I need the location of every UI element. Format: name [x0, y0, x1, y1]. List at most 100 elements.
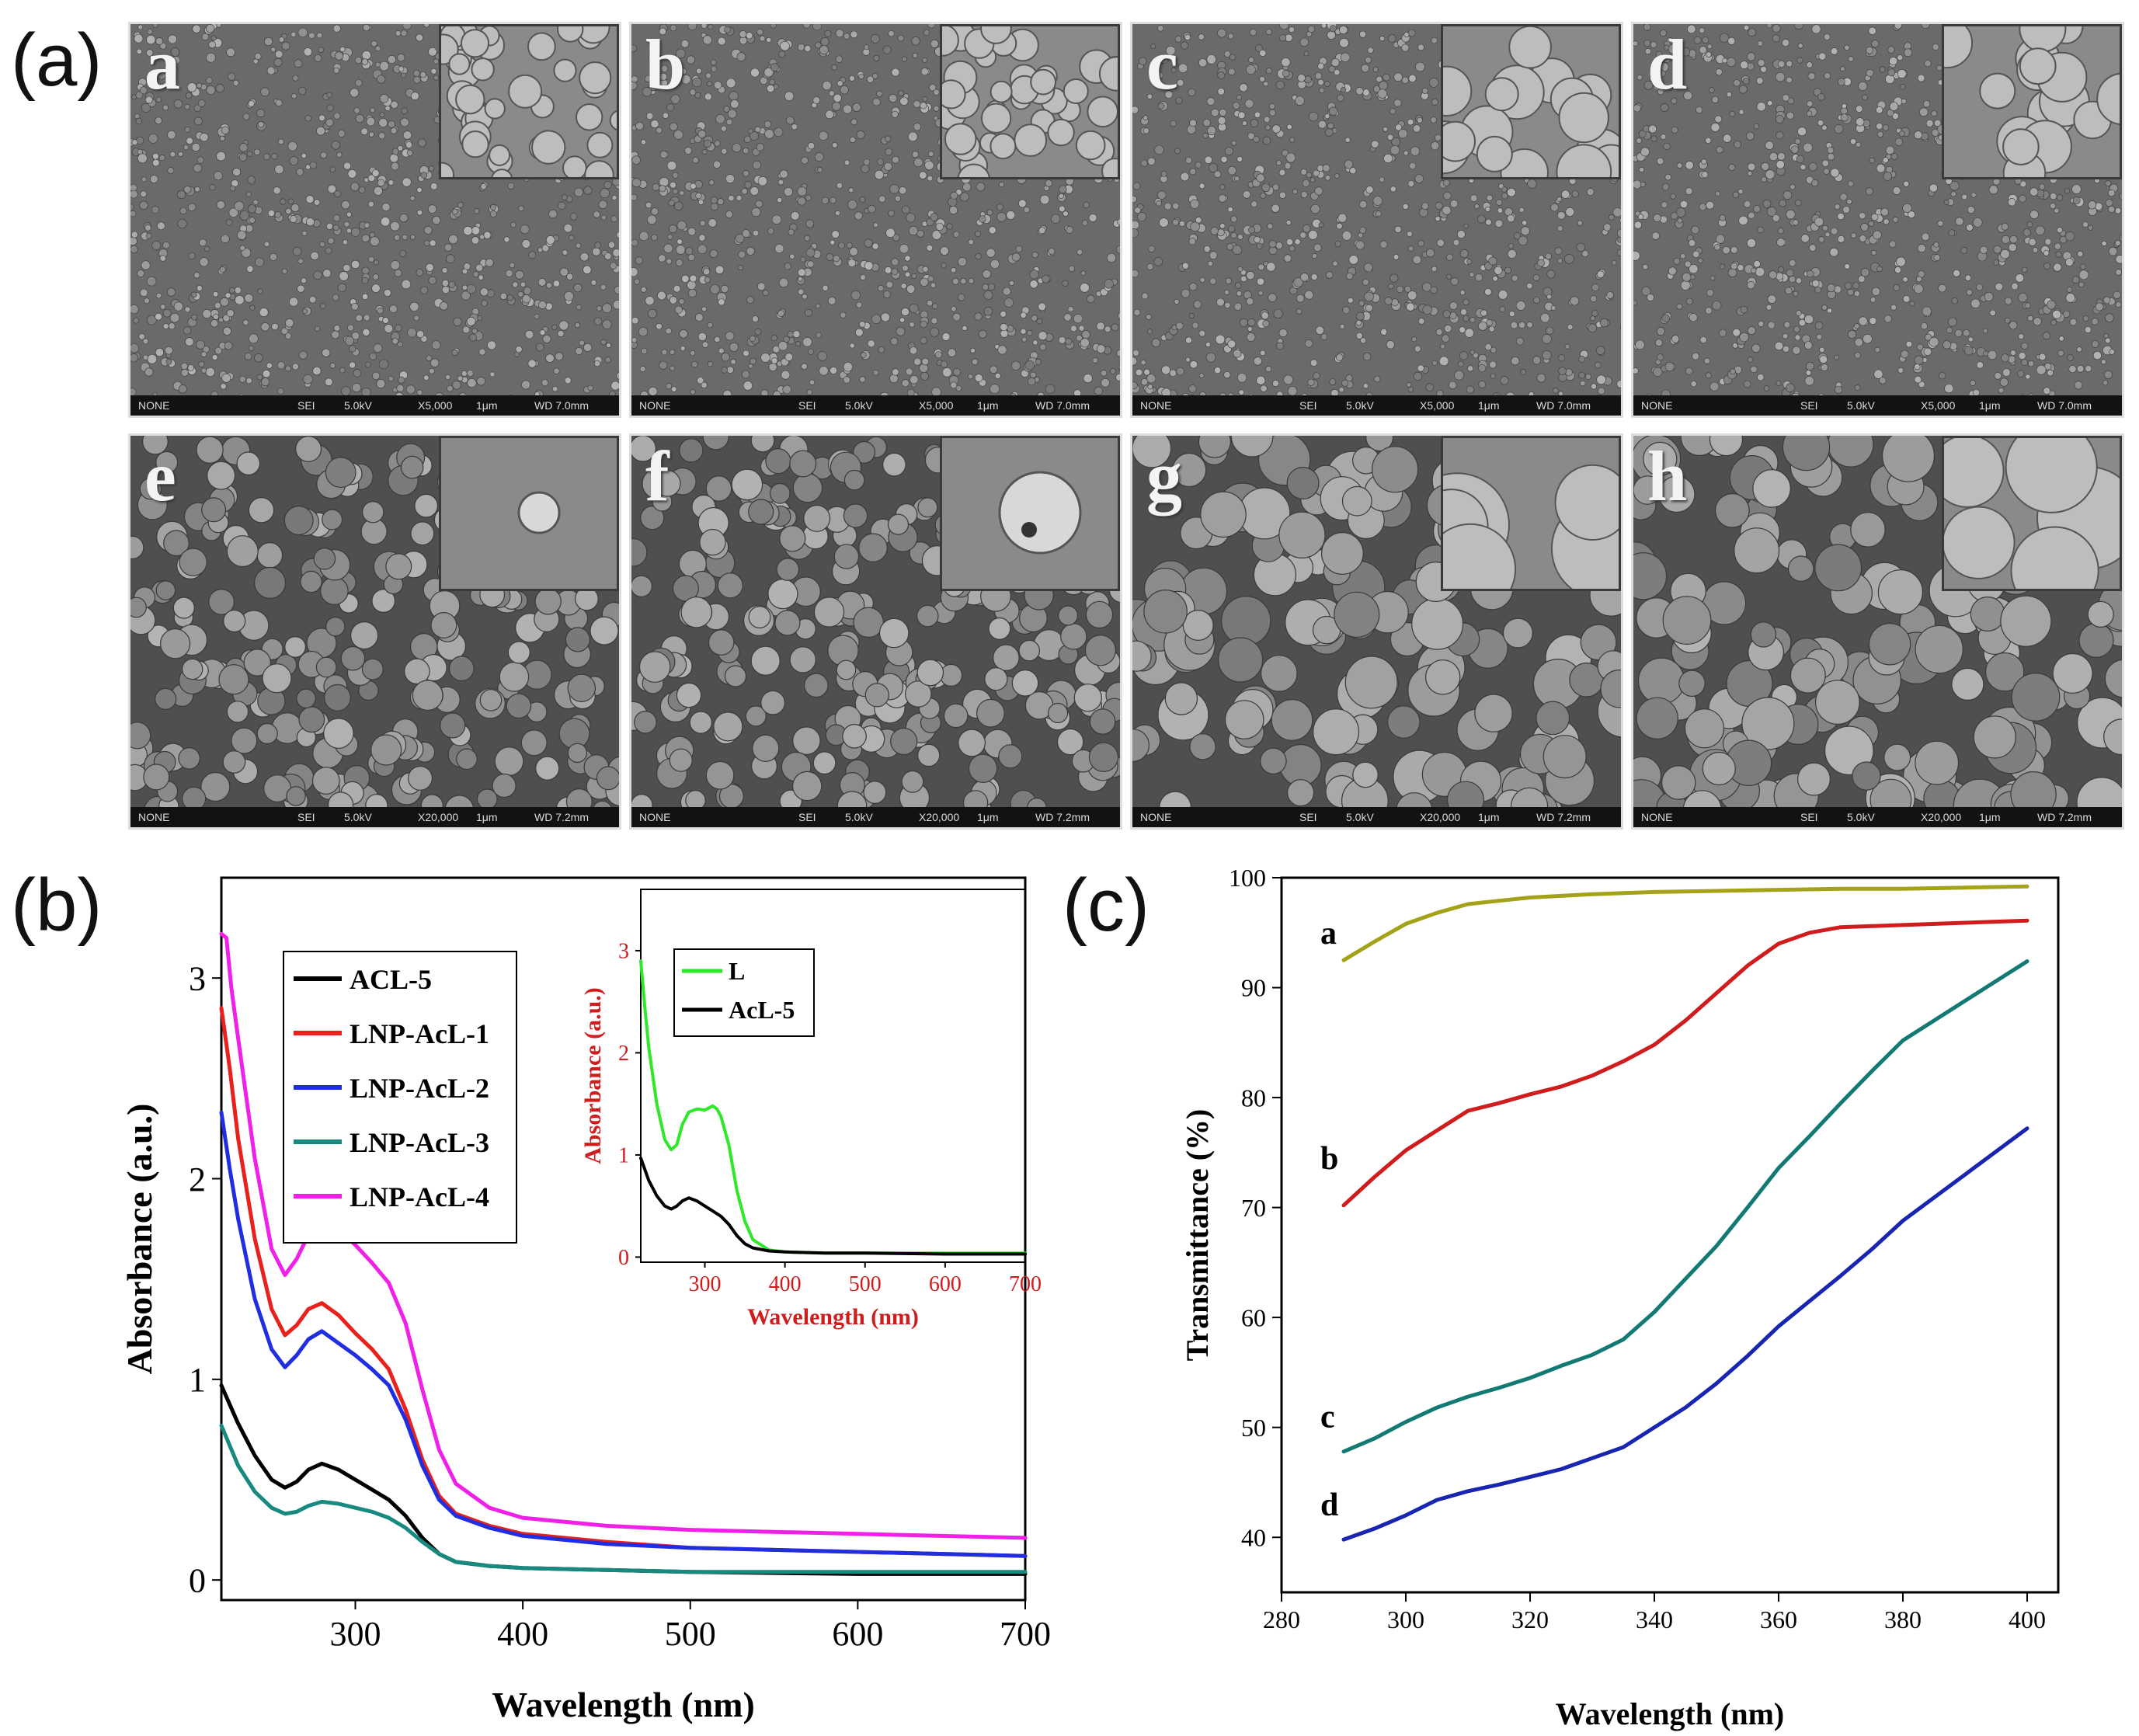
b-y-axis-label: Absorbance (a.u.) — [120, 1104, 159, 1375]
sem-info-bar: NONE SEI 5.0kV X20,000 1μm WD 7.2mm — [631, 807, 1120, 827]
c-y-tick-label: 40 — [1241, 1523, 1266, 1551]
b-inset-x-tick-label: 600 — [929, 1272, 962, 1296]
sem-info-field: NONE — [138, 811, 170, 823]
sem-image-letter: e — [144, 437, 176, 516]
c-curve-label-c: c — [1320, 1400, 1335, 1435]
b-inset-series-line-acl-5 — [639, 1156, 1027, 1256]
sem-info-field: NONE — [1140, 811, 1172, 823]
chart-c-transmittance: 280 300 320 340 360 380 400 40 50 60 70 80 90 100 Wave… — [1180, 864, 2060, 1731]
sem-info-field: 5.0kV — [845, 811, 873, 823]
sem-info-field: NONE — [138, 399, 170, 412]
sem-image-f: f NONE SEI 5.0kV X20,000 1μm WD 7.2mm — [629, 433, 1122, 830]
sem-info-field: X5,000 — [919, 399, 954, 412]
sem-info-field: SEI — [1299, 399, 1317, 412]
b-inset-x-tick-label: 700 — [1009, 1272, 1042, 1296]
b-inset-y-tick-label: 3 — [618, 940, 629, 964]
sem-info-bar: NONE SEI 5.0kV X20,000 1μm WD 7.2mm — [130, 807, 619, 827]
sem-inset-magnified — [1942, 24, 2122, 179]
sem-info-field: NONE — [639, 811, 671, 823]
b-legend-label: LNP-AcL-3 — [350, 1127, 489, 1158]
sem-info-field: SEI — [798, 811, 816, 823]
b-x-tick-label: 400 — [497, 1615, 548, 1653]
b-inset-y-tick-label: 0 — [618, 1246, 629, 1270]
sem-info-field: WD 7.0mm — [534, 399, 589, 412]
sem-info-field: NONE — [639, 399, 671, 412]
sem-info-field: NONE — [1641, 811, 1673, 823]
sem-info-field: WD 7.2mm — [1035, 811, 1090, 823]
c-x-tick-label: 380 — [1884, 1606, 1922, 1633]
sem-image-e: e NONE SEI 5.0kV X20,000 1μm WD 7.2mm — [128, 433, 621, 830]
sem-info-bar: NONE SEI 5.0kV X20,000 1μm WD 7.2mm — [1633, 807, 2122, 827]
b-inset-legend-box — [673, 948, 815, 1037]
b-inset-plot-frame — [640, 889, 1026, 1263]
b-inset-chart: 300 400 500 600 700 0 1 2 3 Wavelength (nm) Absorb… — [580, 889, 1042, 1330]
b-series-line-lnp-acl-1 — [219, 1006, 1028, 1558]
sem-inset-magnified — [1441, 436, 1621, 591]
sem-texture — [631, 24, 1120, 416]
sem-info-field: SEI — [297, 399, 315, 412]
c-series-line-d — [1341, 1126, 2029, 1542]
c-y-tick-label: 90 — [1241, 974, 1266, 1002]
sem-info-field: 1μm — [1478, 399, 1500, 412]
b-inset-x-tick-label: 300 — [689, 1272, 722, 1296]
c-curve-label-a: a — [1320, 916, 1337, 951]
sem-info-field: 5.0kV — [344, 399, 372, 412]
sem-image-h: h NONE SEI 5.0kV X20,000 1μm WD 7.2mm — [1631, 433, 2124, 830]
sem-image-letter: f — [645, 437, 670, 516]
c-y-tick-label: 70 — [1241, 1194, 1266, 1222]
sem-info-field: 5.0kV — [1346, 399, 1374, 412]
panel-label-b: (b) — [11, 864, 103, 947]
sem-image-d: d NONE SEI 5.0kV X5,000 1μm WD 7.0mm — [1631, 22, 2124, 418]
sem-info-field: 1μm — [977, 811, 999, 823]
panel-label-a: (a) — [11, 19, 103, 102]
c-curve-label-b: b — [1320, 1141, 1338, 1177]
sem-info-field: SEI — [1299, 811, 1317, 823]
sem-image-letter: h — [1647, 437, 1688, 516]
sem-image-letter: a — [144, 25, 180, 104]
b-legend-label: LNP-AcL-1 — [350, 1018, 489, 1049]
chart-b-absorbance: 300 400 500 600 700 0 1 2 3 Wavelength (nm) Absorb… — [120, 876, 1051, 1724]
b-y-tick-label: 3 — [189, 960, 206, 998]
b-inset-x-tick-label: 400 — [769, 1272, 802, 1296]
c-x-tick-label: 280 — [1263, 1606, 1300, 1633]
b-inset-legend-label: L — [729, 957, 745, 985]
sem-info-field: SEI — [798, 399, 816, 412]
b-series-line-lnp-acl-4 — [219, 931, 1028, 1540]
c-x-tick-label: 400 — [2009, 1606, 2046, 1633]
b-series-line-lnp-acl-2 — [219, 1110, 1028, 1558]
sem-image-a: a NONE SEI 5.0kV X5,000 1μm WD 7.0mm — [128, 22, 621, 418]
sem-info-field: X5,000 — [418, 399, 453, 412]
sem-inset-magnified — [940, 24, 1120, 179]
c-series-line-c — [1341, 959, 2029, 1454]
sem-info-field: SEI — [297, 811, 315, 823]
b-legend-label: LNP-AcL-2 — [350, 1073, 489, 1104]
sem-info-field: WD 7.0mm — [2037, 399, 2092, 412]
sem-info-bar: NONE SEI 5.0kV X5,000 1μm WD 7.0mm — [1633, 395, 2122, 416]
panel-label-c: (c) — [1063, 864, 1149, 947]
c-y-tick-label: 50 — [1241, 1414, 1266, 1442]
sem-inset-magnified — [1441, 24, 1621, 179]
sem-info-field: X20,000 — [1921, 811, 1962, 823]
sem-info-field: 5.0kV — [1847, 811, 1875, 823]
sem-inset-magnified — [1942, 436, 2122, 591]
sem-info-bar: NONE SEI 5.0kV X5,000 1μm WD 7.0mm — [130, 395, 619, 416]
sem-inset-magnified — [940, 436, 1120, 591]
b-x-tick-label: 300 — [330, 1615, 381, 1653]
sem-info-bar: NONE SEI 5.0kV X5,000 1μm WD 7.0mm — [1132, 395, 1621, 416]
sem-info-field: WD 7.2mm — [2037, 811, 2092, 823]
sem-info-field: 5.0kV — [845, 399, 873, 412]
sem-image-letter: d — [1647, 25, 1688, 104]
b-x-tick-label: 700 — [1000, 1615, 1051, 1653]
sem-info-field: X20,000 — [1420, 811, 1461, 823]
b-legend-label: LNP-AcL-4 — [350, 1181, 489, 1212]
b-legend-label: ACL-5 — [350, 964, 432, 995]
sem-info-field: 5.0kV — [1847, 399, 1875, 412]
sem-image-c: c NONE SEI 5.0kV X5,000 1μm WD 7.0mm — [1130, 22, 1623, 418]
c-y-tick-label: 100 — [1229, 864, 1266, 892]
c-series-line-b — [1341, 918, 2029, 1208]
sem-info-field: SEI — [1800, 399, 1818, 412]
c-x-tick-label: 340 — [1636, 1606, 1673, 1633]
c-plot-frame — [1280, 876, 2060, 1594]
sem-image-letter: g — [1146, 437, 1182, 516]
sem-info-field: WD 7.2mm — [1536, 811, 1591, 823]
